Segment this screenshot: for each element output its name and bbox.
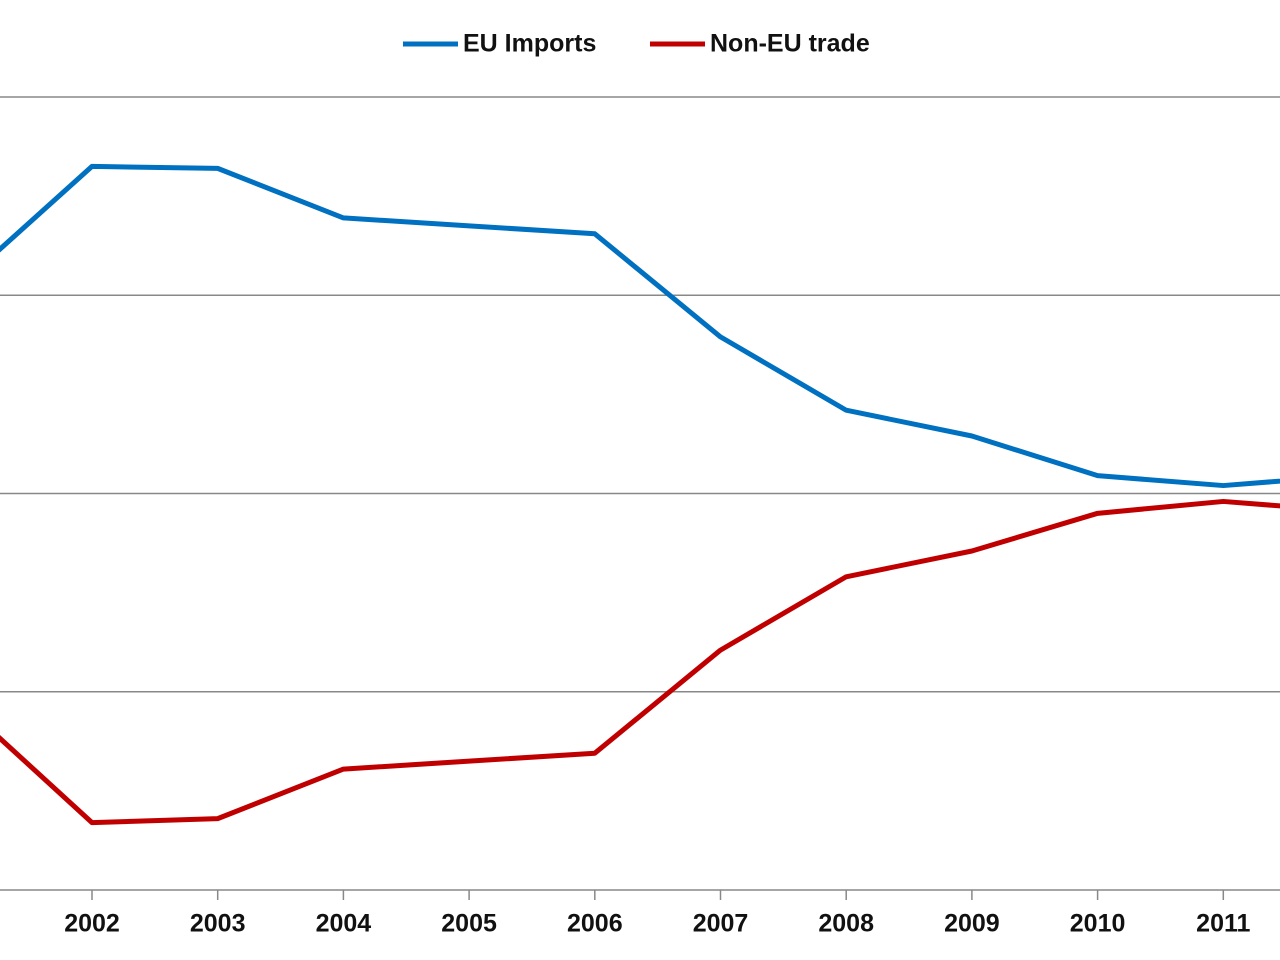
- x-tick-label: 2007: [693, 910, 749, 938]
- x-tick-label: 2006: [567, 910, 623, 938]
- legend-label: Non-EU trade: [710, 30, 870, 58]
- x-tick-label: 2009: [944, 910, 1000, 938]
- x-tick-label: 2011: [1196, 910, 1250, 938]
- x-tick-label: 2002: [64, 910, 120, 938]
- legend-label: EU Imports: [463, 30, 596, 58]
- x-tick-label: 2008: [818, 910, 874, 938]
- x-tick-label: 2004: [316, 910, 372, 938]
- series-line: [0, 163, 1280, 489]
- series-line: [0, 498, 1280, 826]
- x-tick-label: 2003: [190, 910, 246, 938]
- x-tick-label: 2010: [1070, 910, 1126, 938]
- x-tick-label: 2005: [441, 910, 497, 938]
